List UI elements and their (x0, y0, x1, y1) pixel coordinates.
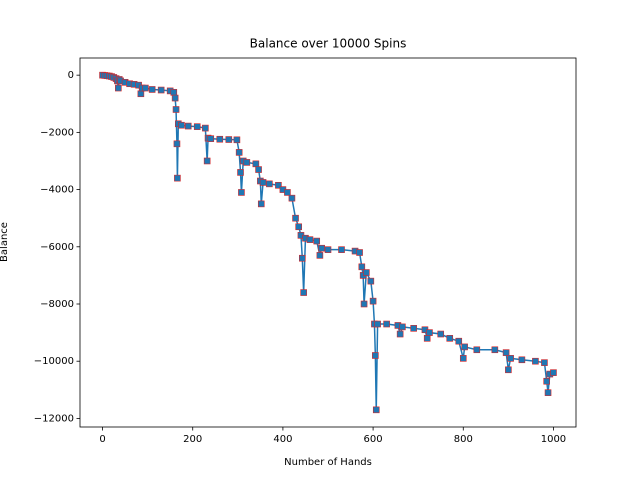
data-marker (237, 169, 244, 176)
data-marker (225, 136, 233, 143)
data-marker (173, 140, 181, 148)
data-marker (358, 263, 366, 271)
data-marker (170, 89, 178, 96)
data-marker (172, 106, 180, 113)
data-marker (243, 159, 251, 166)
data-marker (284, 189, 291, 196)
data-marker (255, 166, 262, 173)
data-marker (207, 135, 215, 142)
data-marker (324, 246, 332, 253)
y-tick-label: −6000 (40, 242, 74, 253)
data-marker (532, 357, 539, 365)
y-tick-label: −10000 (34, 356, 74, 367)
data-marker (142, 84, 149, 92)
data-marker (543, 377, 550, 385)
data-marker (518, 356, 526, 364)
data-marker (174, 174, 181, 182)
data-marker (233, 136, 241, 144)
x-axis-label: Number of Hands (284, 457, 372, 468)
y-tick-label: −2000 (40, 127, 74, 138)
data-marker (318, 244, 325, 252)
data-marker (157, 86, 165, 94)
data-marker (461, 343, 468, 351)
data-marker (399, 323, 406, 331)
data-marker (541, 359, 548, 366)
plot-frame (79, 57, 577, 428)
data-marker (455, 337, 463, 345)
data-marker (369, 297, 377, 305)
x-tick-label: 0 (99, 434, 105, 445)
data-marker (544, 389, 552, 396)
data-marker (275, 181, 282, 189)
data-marker (446, 335, 454, 342)
data-marker (148, 86, 156, 93)
data-marker (459, 355, 467, 362)
x-tick-label: 1000 (541, 434, 566, 445)
data-marker (437, 330, 445, 338)
data-marker (356, 249, 363, 256)
x-tick-label: 800 (454, 434, 473, 445)
y-tick-label: 0 (68, 70, 74, 81)
y-tick-label: −4000 (40, 185, 74, 196)
data-marker (507, 355, 514, 362)
data-marker (171, 94, 179, 102)
data-marker (202, 124, 209, 132)
data-marker (363, 269, 370, 276)
data-marker (298, 254, 306, 262)
y-tick-label: −8000 (40, 299, 74, 310)
data-marker (252, 160, 260, 168)
data-marker (396, 330, 404, 338)
chart-title: Balance over 10000 Spins (250, 37, 407, 51)
data-marker (300, 289, 307, 296)
data-marker (372, 352, 379, 359)
y-tick-label: −12000 (34, 413, 74, 424)
data-marker (193, 123, 201, 130)
data-marker (502, 349, 510, 356)
data-marker (184, 122, 192, 130)
data-marker (505, 366, 512, 374)
data-marker (338, 246, 345, 253)
data-marker (316, 252, 324, 259)
data-marker (292, 214, 299, 222)
data-marker (115, 84, 122, 92)
data-marker (426, 329, 433, 336)
data-marker (257, 200, 265, 208)
data-marker (259, 179, 267, 186)
data-marker (360, 300, 368, 308)
data-marker (306, 236, 314, 243)
data-marker (423, 335, 431, 342)
data-marker (367, 277, 375, 285)
y-axis-label: Balance (0, 222, 10, 262)
data-marker (216, 135, 224, 143)
data-marker (288, 194, 296, 202)
data-marker (203, 157, 211, 165)
data-marker (295, 223, 302, 231)
data-marker (374, 320, 381, 328)
data-marker (238, 189, 245, 196)
x-tick-label: 200 (183, 434, 202, 445)
data-marker (550, 369, 557, 376)
x-tick-label: 600 (364, 434, 383, 445)
x-tick-label: 400 (273, 434, 292, 445)
data-marker (491, 346, 499, 354)
data-marker (235, 149, 243, 156)
data-marker (473, 346, 481, 354)
data-marker (178, 121, 185, 129)
data-marker (383, 320, 390, 328)
data-marker (313, 237, 321, 245)
data-marker (266, 180, 273, 188)
data-marker (372, 406, 380, 414)
data-marker (410, 325, 417, 332)
data-marker (137, 90, 145, 98)
